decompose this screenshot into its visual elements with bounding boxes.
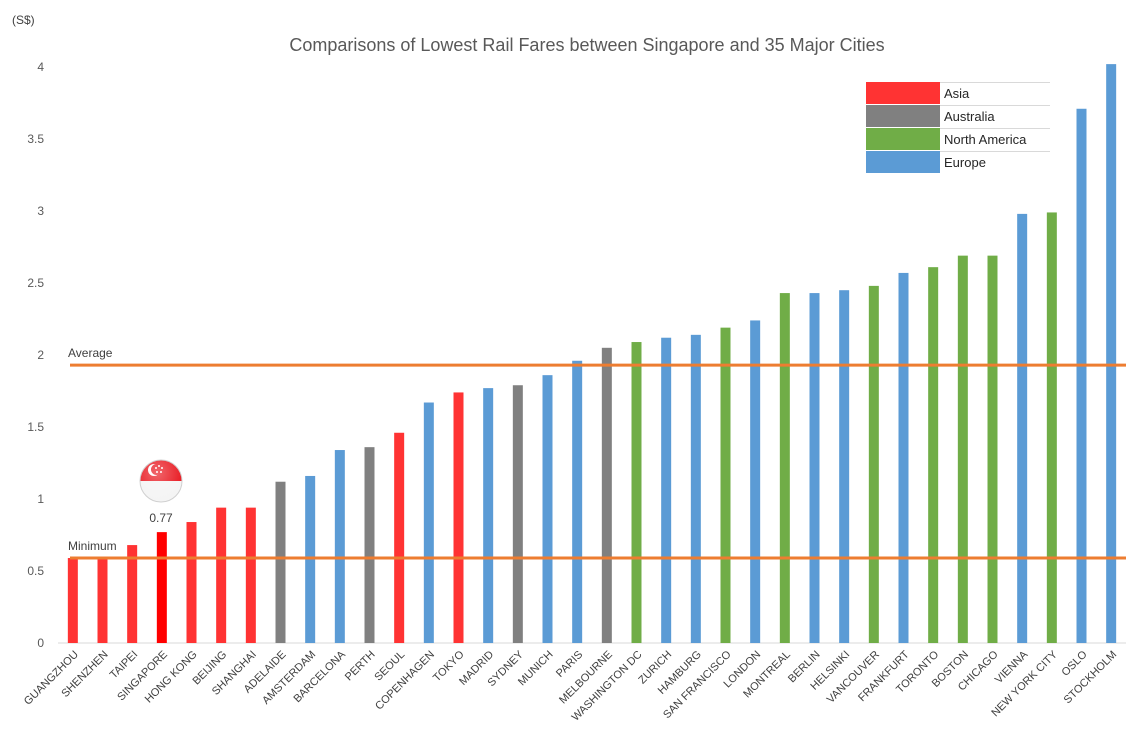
legend-swatch-asia xyxy=(866,82,940,104)
y-tick-label: 3 xyxy=(37,204,44,218)
bar-hong-kong xyxy=(186,522,197,643)
bar-paris xyxy=(572,360,583,643)
bar-madrid xyxy=(483,388,494,643)
bar-zurich xyxy=(661,337,672,643)
bar-london xyxy=(750,320,761,643)
reference-line-label: Average xyxy=(68,346,113,360)
y-tick-label: 0.5 xyxy=(27,564,44,578)
bar-montreal xyxy=(779,293,790,643)
x-tick-label: BARCELONA xyxy=(291,648,348,705)
bar-seoul xyxy=(394,432,405,643)
y-tick-label: 2 xyxy=(37,348,44,362)
legend-label: North America xyxy=(944,132,1027,147)
chart-title: Comparisons of Lowest Rail Fares between… xyxy=(289,35,884,55)
bar-adelaide xyxy=(275,481,286,643)
reference-lines: Average Minimum xyxy=(68,346,1126,560)
x-tick-label: PERTH xyxy=(343,649,378,684)
legend-swatch-north-america xyxy=(866,128,940,150)
bar-shanghai xyxy=(245,507,256,643)
bars-group xyxy=(67,64,1117,644)
bar-boston xyxy=(957,255,968,643)
legend-swatch-europe xyxy=(866,151,940,173)
bar-singapore xyxy=(156,532,167,643)
bar-munich xyxy=(542,375,553,643)
bar-stockholm xyxy=(1106,64,1117,644)
legend-label: Asia xyxy=(944,86,970,101)
bar-sydney xyxy=(512,385,523,643)
bar-melbourne xyxy=(601,347,612,643)
y-tick-label: 2.5 xyxy=(27,276,44,290)
x-tick-label: STOCKHOLM xyxy=(1062,649,1120,707)
bar-taipei xyxy=(127,545,138,643)
bar-beijing xyxy=(216,507,227,643)
y-tick-label: 4 xyxy=(37,60,44,74)
bar-vienna xyxy=(1017,213,1028,643)
bar-vancouver xyxy=(868,285,879,643)
y-tick-label: 3.5 xyxy=(27,132,44,146)
y-tick-label: 1 xyxy=(37,492,44,506)
singapore-value-label: 0.77 xyxy=(149,511,173,525)
legend-label: Europe xyxy=(944,155,986,170)
singapore-flag-icon xyxy=(139,459,183,503)
bar-helsinki xyxy=(839,290,850,643)
y-axis-unit-label: (S$) xyxy=(12,13,35,27)
bar-barcelona xyxy=(334,450,345,643)
bar-berlin xyxy=(809,293,820,643)
y-tick-label: 0 xyxy=(37,636,44,650)
bar-shenzhen xyxy=(97,558,108,643)
reference-line-label: Minimum xyxy=(68,539,117,553)
y-axis: 0 0.5 1 1.5 2 2.5 3 3.5 4 xyxy=(27,60,44,650)
bar-tokyo xyxy=(453,392,464,643)
legend-swatch-australia xyxy=(866,105,940,127)
bar-guangzhou xyxy=(67,558,78,643)
bar-san-francisco xyxy=(720,327,731,643)
bar-new-york-city xyxy=(1046,212,1057,643)
y-tick-label: 1.5 xyxy=(27,420,44,434)
bar-perth xyxy=(364,447,375,643)
bar-copenhagen xyxy=(423,402,434,643)
bar-washington-dc xyxy=(631,342,642,643)
bar-frankfurt xyxy=(898,272,909,643)
legend: Asia Australia North America Europe xyxy=(866,82,1050,173)
bar-toronto xyxy=(928,267,939,643)
singapore-highlight: 0.77 xyxy=(139,459,183,525)
legend-label: Australia xyxy=(944,109,995,124)
bar-oslo xyxy=(1076,108,1087,643)
bar-chicago xyxy=(987,255,998,643)
bar-hamburg xyxy=(690,334,701,643)
